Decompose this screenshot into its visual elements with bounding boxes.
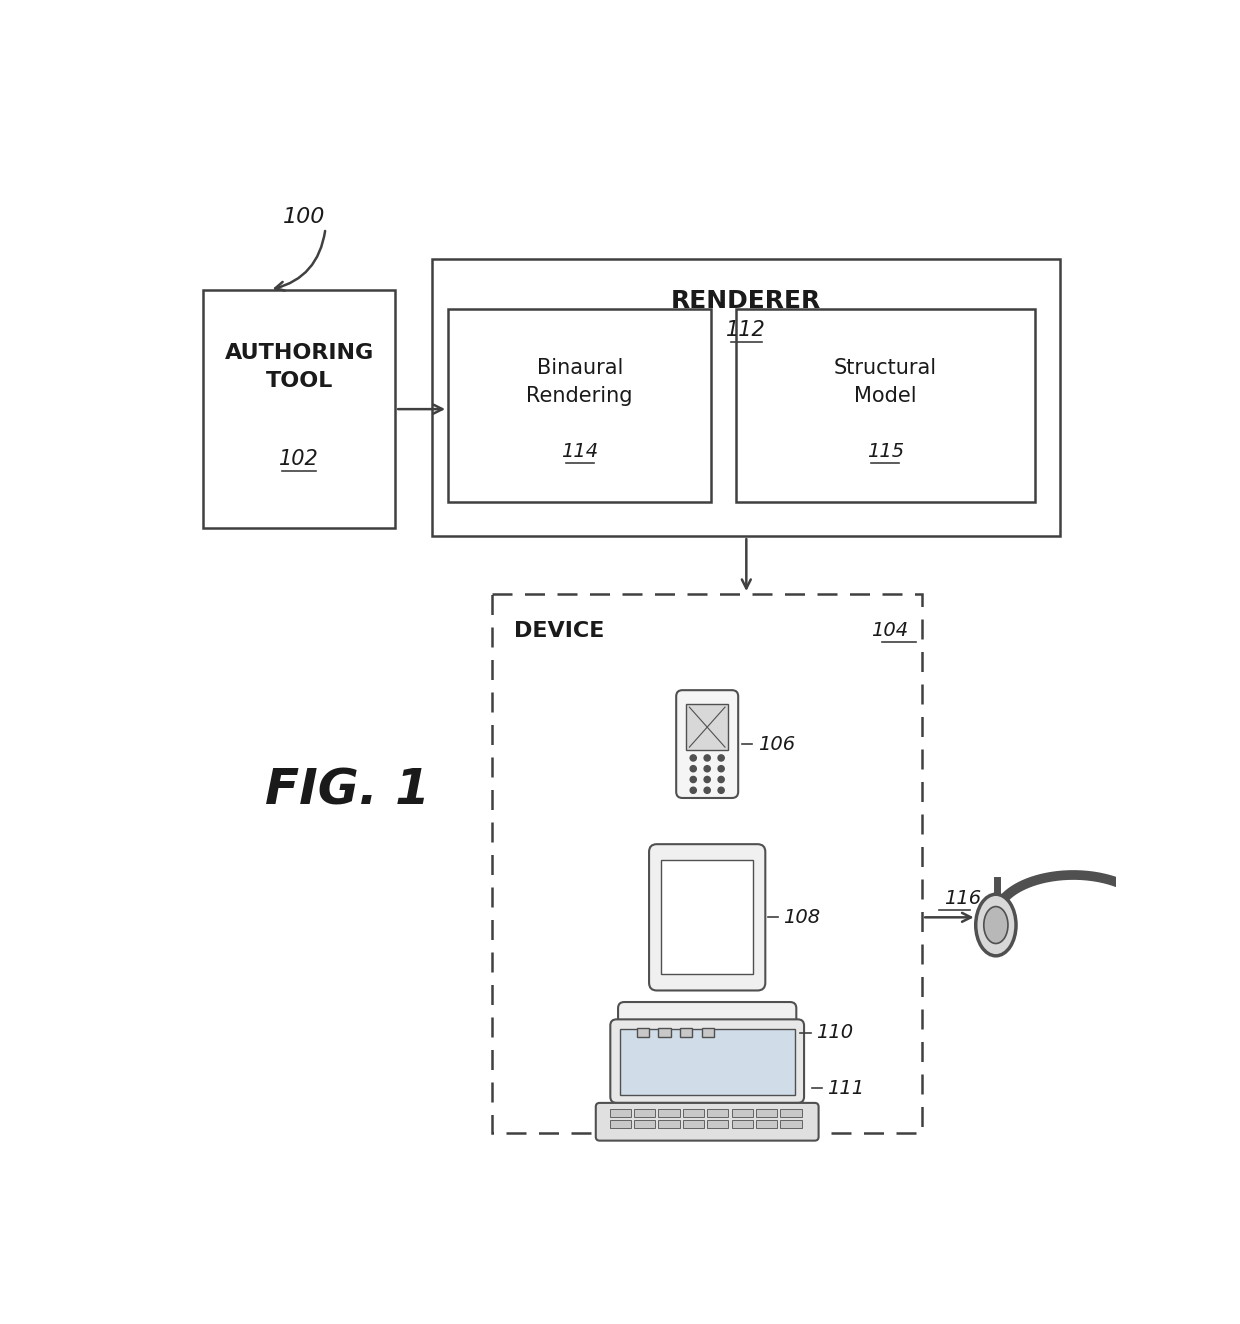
Bar — [707, 1110, 728, 1116]
Text: 102: 102 — [279, 449, 319, 469]
Circle shape — [718, 765, 724, 772]
Text: 108: 108 — [784, 908, 821, 927]
Text: 114: 114 — [562, 442, 598, 461]
Ellipse shape — [1138, 907, 1163, 944]
Circle shape — [718, 776, 724, 782]
Circle shape — [718, 788, 724, 793]
Text: 110: 110 — [816, 1023, 853, 1042]
Bar — [732, 1110, 753, 1116]
Bar — [433, 260, 1060, 536]
Bar — [620, 1029, 795, 1095]
Bar — [683, 1110, 704, 1116]
Circle shape — [691, 788, 697, 793]
Text: 104: 104 — [872, 621, 908, 641]
Bar — [780, 1110, 801, 1116]
Text: 100: 100 — [283, 207, 325, 226]
Bar — [610, 1110, 631, 1116]
FancyBboxPatch shape — [676, 690, 738, 798]
FancyBboxPatch shape — [595, 1103, 818, 1141]
Bar — [756, 1110, 777, 1116]
Bar — [707, 1120, 728, 1128]
Circle shape — [704, 776, 711, 782]
Text: AUTHORING
TOOL: AUTHORING TOOL — [224, 343, 373, 391]
Bar — [732, 1120, 753, 1128]
Circle shape — [718, 755, 724, 761]
Text: 116: 116 — [944, 888, 981, 907]
Text: FIG. 1: FIG. 1 — [265, 767, 429, 814]
Bar — [780, 1120, 801, 1128]
Text: 111: 111 — [827, 1079, 864, 1098]
Bar — [658, 1110, 680, 1116]
Text: 112: 112 — [727, 320, 766, 340]
Bar — [661, 861, 753, 974]
Ellipse shape — [1131, 894, 1171, 956]
FancyBboxPatch shape — [649, 845, 765, 990]
Bar — [203, 290, 396, 528]
Bar — [610, 1120, 631, 1128]
Text: DEVICE: DEVICE — [513, 621, 604, 641]
Bar — [683, 1120, 704, 1128]
Circle shape — [704, 788, 711, 793]
Circle shape — [691, 765, 697, 772]
Bar — [702, 1029, 714, 1038]
Circle shape — [704, 765, 711, 772]
Bar — [680, 1029, 692, 1038]
Circle shape — [704, 755, 711, 761]
Circle shape — [691, 776, 697, 782]
Bar — [737, 308, 1034, 502]
Text: RENDERER: RENDERER — [671, 290, 821, 314]
Bar — [658, 1029, 671, 1038]
Ellipse shape — [976, 894, 1016, 956]
FancyBboxPatch shape — [618, 1002, 796, 1063]
Ellipse shape — [983, 907, 1008, 944]
Bar — [448, 308, 712, 502]
Bar — [686, 704, 728, 751]
Bar — [492, 594, 923, 1133]
Text: 115: 115 — [867, 442, 904, 461]
Bar — [634, 1120, 656, 1128]
Text: Structural
Model: Structural Model — [833, 359, 937, 406]
Bar — [756, 1120, 777, 1128]
Text: 106: 106 — [758, 735, 795, 753]
Bar — [658, 1120, 680, 1128]
FancyBboxPatch shape — [610, 1019, 804, 1103]
Bar — [634, 1110, 656, 1116]
Circle shape — [691, 755, 697, 761]
Text: Binaural
Rendering: Binaural Rendering — [527, 359, 632, 406]
Bar — [636, 1029, 649, 1038]
